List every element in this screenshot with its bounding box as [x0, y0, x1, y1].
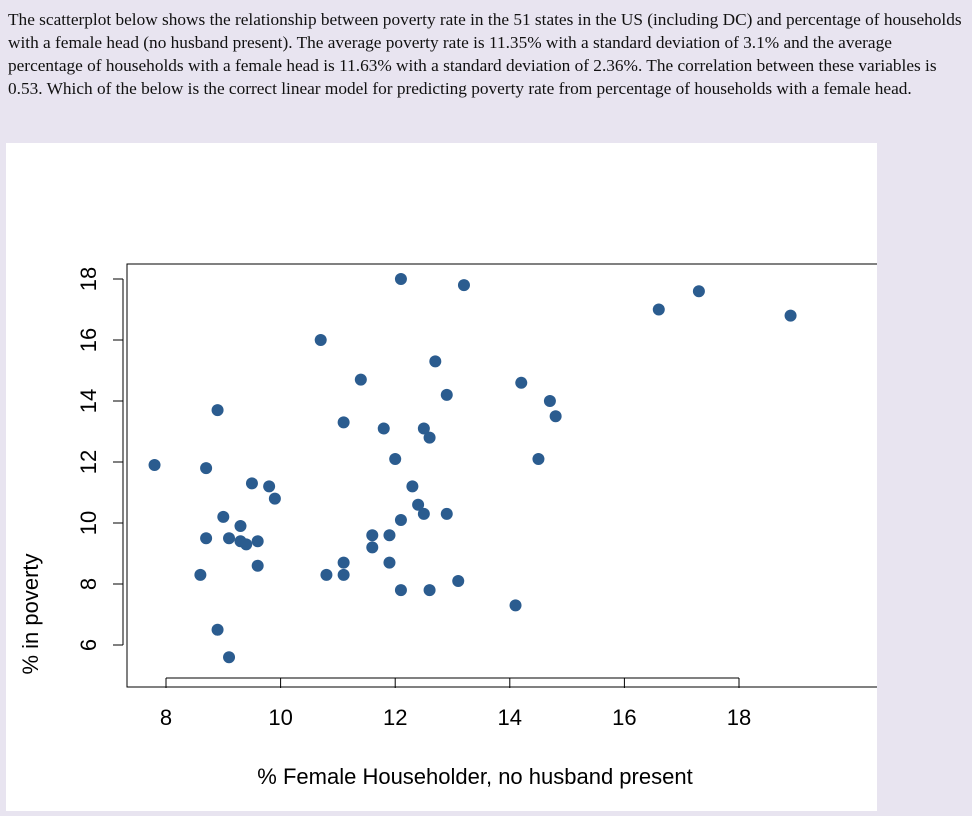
data-point [389, 452, 402, 465]
x-tick-label: 16 [612, 705, 636, 730]
y-axis: 6 8 10 12 14 16 18 [76, 267, 124, 651]
x-axis-label: % Female Householder, no husband present [257, 764, 692, 789]
data-point [217, 510, 230, 523]
data-point [440, 388, 453, 401]
x-tick-label: 14 [498, 705, 522, 730]
y-tick-label: 10 [76, 511, 101, 535]
data-point [337, 556, 350, 569]
data-point [383, 529, 396, 542]
x-tick-label: 10 [268, 705, 292, 730]
data-point [394, 584, 407, 597]
x-tick-label: 8 [160, 705, 172, 730]
data-point [412, 498, 425, 511]
data-point [268, 492, 281, 505]
data-point [452, 574, 465, 587]
x-tick-label: 18 [727, 705, 751, 730]
data-point [251, 535, 264, 548]
data-point [394, 513, 407, 526]
data-point [406, 480, 419, 493]
data-point [417, 422, 430, 435]
data-point [457, 279, 470, 292]
data-point [200, 462, 213, 475]
data-point [532, 452, 545, 465]
data-point [429, 355, 442, 368]
y-tick-label: 16 [76, 328, 101, 352]
question-text: The scatterplot below shows the relation… [8, 10, 962, 98]
data-point [223, 651, 236, 664]
data-point [148, 459, 161, 472]
y-tick-label: 18 [76, 267, 101, 291]
data-point [320, 568, 333, 581]
data-point [354, 373, 367, 386]
data-point [549, 410, 562, 423]
y-tick-label: 14 [76, 389, 101, 413]
data-point [337, 568, 350, 581]
scatterplot: 8 10 12 14 16 18 6 8 10 12 14 16 18 % Female Househ… [18, 263, 890, 789]
y-tick-label: 12 [76, 450, 101, 474]
data-point [543, 395, 556, 407]
data-point [394, 273, 407, 285]
data-point [194, 568, 207, 581]
data-point [240, 538, 253, 551]
plot-frame [126, 263, 890, 688]
x-axis: 8 10 12 14 16 18 [160, 677, 751, 730]
data-point [515, 376, 528, 389]
scatterplot-card: 8 10 12 14 16 18 6 8 10 12 14 16 18 % Female Househ… [6, 143, 890, 811]
data-point [423, 584, 436, 597]
data-point [417, 507, 430, 520]
data-point [383, 556, 396, 569]
data-point [200, 532, 213, 545]
data-point [377, 422, 390, 435]
data-point [337, 416, 350, 429]
data-point [211, 623, 224, 636]
data-point [509, 599, 522, 612]
data-point [423, 431, 436, 444]
data-point [251, 559, 264, 572]
data-point [314, 334, 327, 346]
data-point [223, 532, 236, 545]
data-point [245, 477, 258, 490]
data-point [263, 480, 276, 493]
y-axis-label: % in poverty [18, 553, 43, 674]
data-point [366, 541, 379, 554]
data-points [148, 273, 797, 664]
data-point [366, 529, 379, 542]
x-tick-label: 12 [383, 705, 407, 730]
data-point [784, 309, 797, 322]
y-tick-label: 8 [76, 578, 101, 590]
data-point [692, 285, 705, 298]
y-tick-label: 6 [76, 639, 101, 651]
data-point [440, 507, 453, 520]
data-point [234, 520, 247, 533]
data-point [211, 404, 224, 417]
data-point [652, 303, 665, 316]
